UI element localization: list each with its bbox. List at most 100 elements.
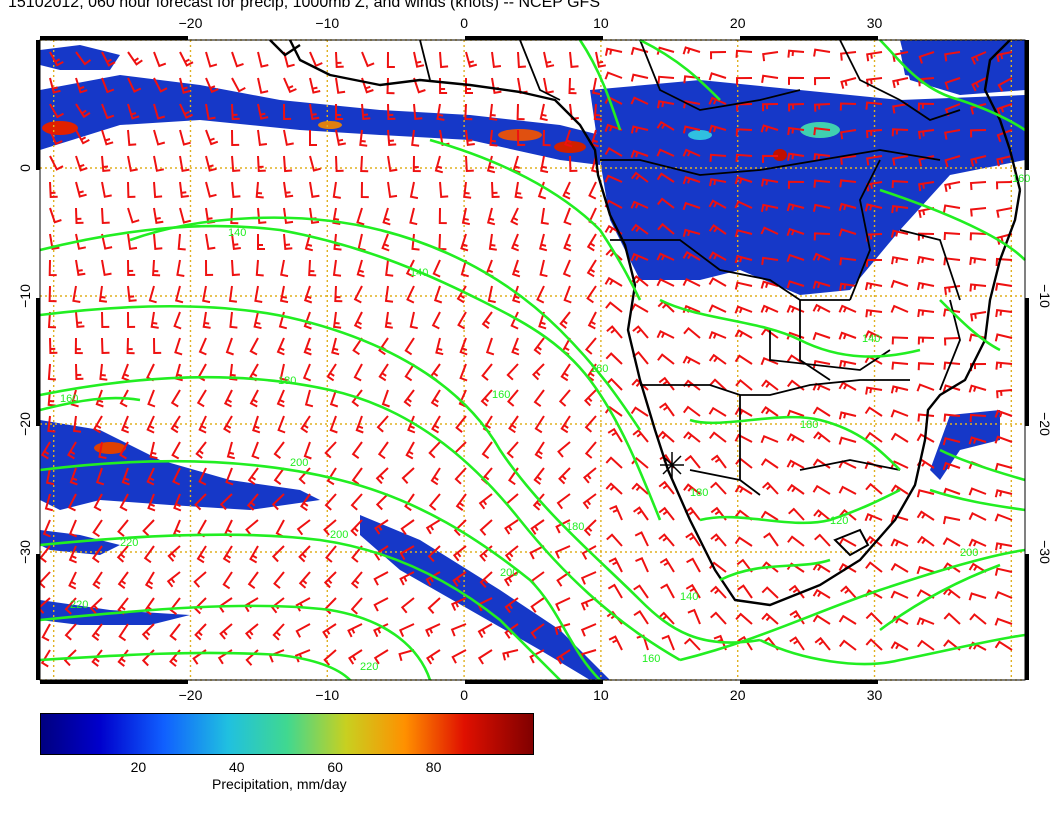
wind-barb (918, 155, 935, 167)
wind-barb (101, 233, 113, 250)
wind-barb (838, 359, 857, 369)
wind-barb (412, 155, 421, 173)
wind-barb (516, 103, 525, 121)
wind-barb (398, 623, 415, 638)
wind-barb (439, 77, 448, 94)
wind-barb (787, 180, 805, 189)
wind-barb (352, 337, 363, 356)
wind-barb (101, 77, 115, 94)
wind-barb (865, 638, 883, 651)
wind-barb (916, 510, 935, 521)
wind-barb (890, 514, 909, 523)
wind-barb (734, 254, 753, 264)
contour-label: 220 (360, 661, 378, 673)
wind-barb (323, 519, 337, 536)
wind-barb (734, 484, 753, 495)
wind-barb (231, 259, 240, 277)
wind-barb (425, 519, 441, 535)
wind-barb (586, 259, 597, 278)
wind-barb (916, 433, 935, 443)
wind-barb (93, 415, 103, 434)
wind-barb (460, 259, 469, 278)
wind-barb (586, 233, 597, 252)
wind-barb (763, 532, 779, 547)
wind-barb (656, 252, 675, 261)
wind-barb (839, 179, 857, 188)
wind-barb (351, 467, 363, 486)
wind-barb (916, 589, 935, 599)
wind-barb (569, 51, 579, 68)
wind-barb (631, 171, 649, 183)
wind-barb (838, 228, 857, 237)
wind-barb (398, 649, 415, 662)
wind-barb (995, 181, 1013, 190)
wind-barb (517, 77, 528, 94)
wind-barb (559, 311, 571, 329)
wind-barb (477, 649, 493, 665)
wind-barb (760, 327, 779, 339)
wind-barb (581, 545, 597, 560)
wind-barb (196, 389, 207, 408)
lon-label-bottom: 20 (730, 687, 746, 703)
wind-barb (375, 467, 389, 485)
wind-barb (324, 493, 337, 511)
wind-barb (143, 545, 155, 564)
wind-barb (399, 545, 415, 561)
wind-barb (74, 337, 83, 355)
wind-barb (219, 493, 233, 511)
wind-barb (75, 155, 88, 172)
wind-barb (838, 381, 857, 391)
wind-barb (539, 259, 548, 278)
wind-barb (374, 519, 389, 535)
wind-barb (538, 233, 548, 252)
wind-barb (588, 181, 597, 200)
wind-barb (812, 252, 831, 261)
wind-barb (969, 232, 987, 241)
wind-barb (604, 174, 623, 183)
contour-label: 140 (228, 227, 246, 239)
wind-barb (101, 207, 110, 225)
wind-barb (348, 649, 363, 665)
wind-barb (101, 51, 116, 67)
wind-barb (968, 562, 987, 573)
wind-barb (813, 179, 831, 188)
wind-barb (47, 389, 56, 407)
wind-barb (555, 519, 571, 534)
wind-barb (687, 608, 701, 625)
wind-barb (709, 561, 727, 573)
wind-barb (812, 280, 831, 289)
wind-barb (762, 154, 779, 163)
wind-barb (166, 571, 181, 588)
wind-barb (361, 77, 374, 94)
wind-barb (786, 409, 805, 418)
wind-barb (229, 311, 238, 329)
wind-barb (329, 415, 338, 434)
wind-barb (558, 467, 571, 485)
wind-barb (427, 597, 441, 614)
wind-barb (205, 129, 219, 146)
wind-barb (257, 155, 266, 173)
wind-barb (434, 155, 444, 174)
wind-barb (656, 330, 675, 339)
wind-barb (996, 103, 1013, 116)
wind-barb (812, 614, 831, 625)
wind-barb (120, 415, 130, 434)
wind-barb (916, 281, 935, 291)
contour-labels: 140 140 180 160 160 140 200 200 220 220 180 160 180 2… (60, 173, 1030, 673)
wind-barb (295, 623, 311, 638)
wind-barb (943, 612, 961, 625)
wind-barb (283, 103, 292, 121)
wind-barb (787, 126, 805, 136)
wind-barb (353, 285, 363, 304)
wind-barb (205, 77, 219, 94)
wind-barb (179, 77, 191, 94)
wind-barb (119, 441, 129, 460)
wind-barb (45, 467, 55, 486)
wind-barb (787, 103, 805, 112)
wind-barb (968, 538, 987, 547)
wind-barb (633, 506, 649, 521)
wind-barb (512, 155, 521, 174)
wind-barb (326, 363, 337, 382)
wind-barb (604, 71, 623, 80)
wind-barb (605, 301, 623, 313)
